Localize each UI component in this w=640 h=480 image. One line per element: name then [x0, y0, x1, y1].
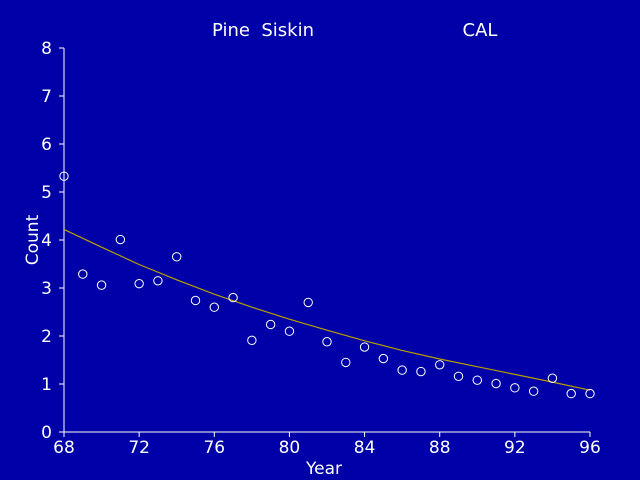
y-tick-label: 1 [41, 375, 52, 395]
data-point [78, 269, 88, 279]
data-point [247, 335, 257, 346]
data-point [359, 342, 370, 352]
data-point [378, 353, 389, 364]
data-point [416, 366, 426, 377]
trend-line [63, 228, 591, 391]
x-tick-label: 76 [203, 438, 225, 458]
data-point [341, 357, 351, 368]
data-point [585, 388, 595, 399]
data-point [528, 386, 539, 396]
data-point [209, 302, 219, 312]
y-tick-label: 0 [41, 423, 52, 443]
data-point [115, 234, 126, 245]
y-tick-label: 6 [41, 135, 52, 155]
data-point [566, 388, 576, 399]
data-point [303, 297, 313, 308]
y-tick-label: 7 [41, 87, 52, 107]
data-point [472, 375, 482, 385]
y-tick-label: 5 [41, 183, 52, 203]
x-tick-label: 84 [354, 438, 376, 458]
data-point [547, 373, 558, 383]
data-point [491, 378, 501, 389]
data-point [134, 278, 144, 289]
y-axis-label: Count [23, 214, 43, 265]
data-point [284, 326, 295, 336]
y-tick-label: 2 [41, 327, 52, 347]
data-point [96, 280, 107, 290]
data-point [397, 365, 407, 375]
data-point [510, 383, 520, 393]
data-point [59, 171, 69, 181]
data-point [322, 337, 332, 347]
data-point [172, 252, 182, 262]
y-tick-label: 3 [41, 279, 52, 299]
axes: 0 1 2 3 4 5 6 7 8 68 72 76 80 84 88 92 96 [41, 39, 601, 458]
data-point [190, 295, 201, 306]
x-tick-label: 88 [429, 438, 451, 458]
chart-title: Pine Siskin [212, 20, 314, 41]
x-tick-label: 72 [128, 438, 150, 458]
data-point [453, 371, 464, 382]
y-tick-label: 8 [41, 39, 52, 59]
x-tick-label: 80 [279, 438, 301, 458]
data-point [228, 292, 238, 303]
x-tick-label: 92 [504, 438, 526, 458]
data-point [265, 319, 276, 330]
x-tick-label: 96 [579, 438, 601, 458]
chart-subtitle: CAL [463, 20, 498, 41]
y-tick-label: 4 [41, 231, 52, 251]
points-layer [59, 171, 595, 399]
x-axis-label: Year [305, 459, 342, 479]
data-point [153, 276, 163, 286]
trend-layer [63, 228, 591, 391]
data-point [435, 360, 445, 370]
x-tick-label: 68 [53, 438, 75, 458]
